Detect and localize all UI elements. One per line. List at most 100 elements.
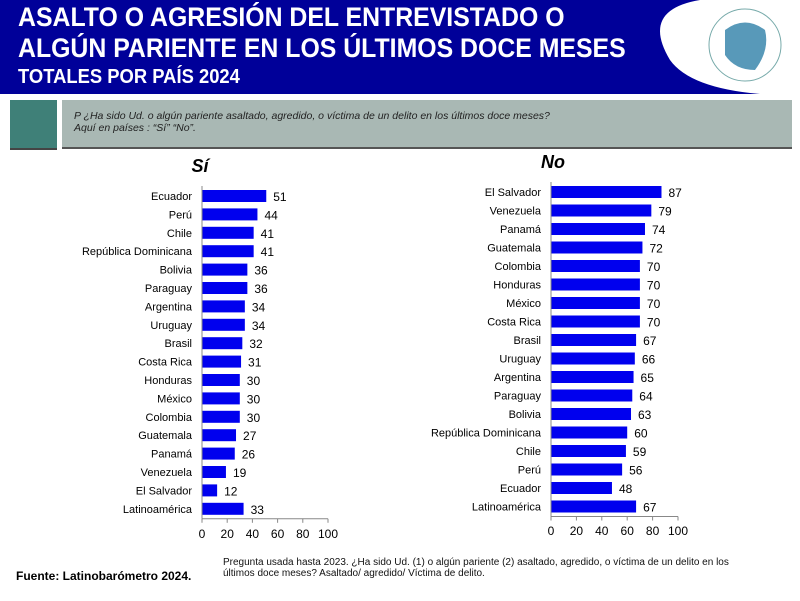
x-tick-label: 40 (246, 527, 260, 541)
category-label: Costa Rica (138, 357, 193, 369)
bar (551, 260, 640, 272)
data-label: 26 (242, 448, 256, 462)
bar (202, 392, 240, 405)
category-label: El Salvador (136, 485, 193, 497)
category-label: Ecuador (151, 191, 192, 203)
bar (202, 318, 245, 331)
data-label: 70 (647, 297, 661, 311)
data-label: 41 (261, 245, 275, 259)
category-label: Panamá (151, 449, 193, 461)
category-label: Paraguay (494, 391, 542, 403)
data-label: 44 (264, 208, 278, 222)
latinobarometro-logo (708, 8, 782, 82)
category-label: Perú (169, 209, 192, 221)
category-label: Colombia (146, 412, 193, 424)
bar (202, 447, 235, 460)
bar (551, 371, 634, 383)
bar (202, 466, 226, 478)
bar (551, 352, 635, 365)
category-label: Latinoamérica (123, 504, 193, 516)
category-label: México (157, 393, 192, 405)
bar (202, 337, 243, 350)
category-label: Honduras (144, 375, 192, 387)
x-tick-label: 80 (646, 524, 660, 538)
category-label: Guatemala (487, 243, 542, 255)
data-label: 56 (629, 464, 643, 478)
bar (551, 186, 662, 198)
category-label: República Dominicana (82, 246, 193, 258)
chart-title: Sí (191, 156, 210, 176)
bar (202, 190, 267, 202)
data-label: 59 (633, 445, 647, 459)
bar (202, 208, 258, 221)
bar (202, 374, 240, 386)
category-label: Argentina (145, 301, 193, 313)
category-label: Guatemala (138, 430, 193, 442)
data-label: 64 (639, 390, 653, 404)
bar (551, 241, 643, 254)
question-box: P ¿Ha sido Ud. o algún pariente asaltado… (62, 100, 792, 149)
category-label: Argentina (494, 372, 542, 384)
x-tick-label: 40 (595, 524, 609, 538)
bar (202, 263, 248, 276)
data-label: 67 (643, 501, 657, 515)
data-label: 66 (642, 353, 656, 367)
header-banner (0, 0, 782, 94)
title-line-2: ALGÚN PARIENTE EN LOS ÚLTIMOS DOCE MESES (18, 33, 626, 63)
category-label: Ecuador (500, 483, 541, 495)
bar (551, 426, 628, 439)
category-label: El Salvador (485, 187, 542, 199)
data-label: 63 (638, 408, 652, 422)
category-label: Panamá (500, 224, 542, 236)
category-label: Brasil (513, 335, 541, 347)
category-label: Paraguay (145, 283, 193, 295)
bar (202, 410, 240, 423)
category-label: México (506, 298, 541, 310)
category-label: Chile (516, 446, 541, 458)
bar (551, 482, 612, 494)
data-label: 30 (247, 392, 261, 406)
category-label: Colombia (495, 261, 542, 273)
data-label: 70 (647, 279, 661, 293)
data-label: 74 (652, 223, 666, 237)
bar (202, 502, 244, 515)
bar (202, 245, 254, 258)
x-tick-label: 60 (271, 527, 285, 541)
category-label: República Dominicana (431, 428, 542, 440)
bar (202, 355, 242, 368)
title-line-1: ASALTO O AGRESIÓN DEL ENTREVISTADO O (18, 2, 565, 32)
data-label: 79 (658, 205, 672, 219)
question-line-1: P ¿Ha sido Ud. o algún pariente asaltado… (74, 110, 550, 122)
footnote: Pregunta usada hasta 2023. ¿Ha sido Ud. … (223, 557, 729, 579)
category-label: Brasil (164, 338, 192, 350)
category-label: Venezuela (141, 467, 193, 479)
source: Fuente: Latinobarómetro 2024. (16, 569, 192, 583)
data-label: 72 (649, 242, 663, 256)
x-tick-label: 20 (221, 527, 235, 541)
bar (551, 408, 632, 420)
subtitle: TOTALES POR PAÍS 2024 (18, 66, 240, 88)
category-label: Bolivia (509, 409, 542, 421)
bar (202, 300, 245, 313)
category-label: Honduras (493, 280, 541, 292)
bar (551, 204, 652, 217)
x-tick-label: 20 (570, 524, 584, 538)
data-label: 67 (643, 334, 657, 348)
bar (202, 226, 254, 239)
data-label: 33 (251, 503, 265, 517)
data-label: 41 (261, 227, 275, 241)
data-label: 30 (247, 411, 261, 425)
data-label: 34 (252, 300, 266, 314)
bar (551, 278, 640, 291)
data-label: 19 (233, 466, 247, 480)
data-label: 70 (647, 316, 661, 330)
data-label: 27 (243, 429, 257, 443)
data-label: 36 (254, 282, 268, 296)
accent-block (10, 100, 57, 150)
bar (551, 463, 623, 476)
data-label: 31 (248, 356, 262, 370)
charts: Sí Ecuador 51 Perú 44 Chile 41 República Domini… (82, 152, 688, 541)
category-label: Uruguay (499, 354, 541, 366)
bar (551, 315, 640, 328)
data-label: 65 (641, 371, 655, 385)
